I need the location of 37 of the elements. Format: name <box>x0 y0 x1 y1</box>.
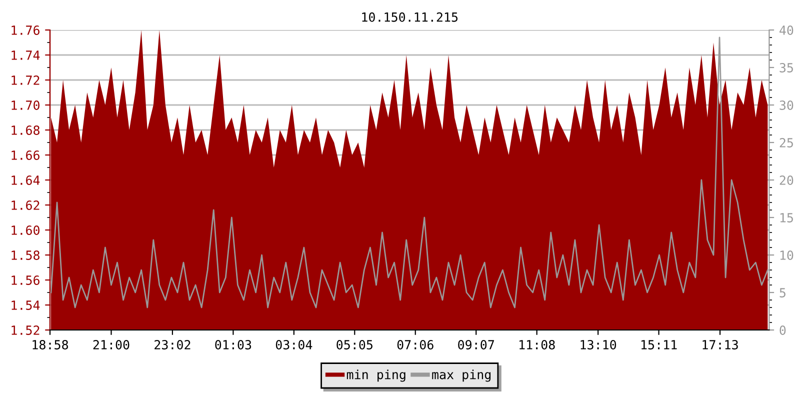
x-tick-label: 23:02 <box>154 340 190 350</box>
x-tick-label: 05:05 <box>336 340 372 350</box>
y-tick-label: 1.52 <box>12 326 40 335</box>
legend-label: max ping <box>432 370 491 382</box>
y2-tick-label: 30 <box>780 100 794 110</box>
y-tick-label: 1.54 <box>12 300 40 310</box>
legend-label: min ping <box>346 370 406 382</box>
x-tick-label: 13:10 <box>580 340 616 350</box>
x-tick-label: 21:00 <box>93 340 130 350</box>
y-tick-label: 1.64 <box>12 176 40 185</box>
y2-tick-label: 25 <box>780 138 793 148</box>
y-tick-label: 1.56 <box>12 276 40 285</box>
x-tick-label: 18:58 <box>32 340 68 350</box>
y-tick-label: 1.66 <box>12 150 40 160</box>
y2-tick-label: 15 <box>780 213 793 222</box>
y2-tick-label: 10 <box>780 250 794 260</box>
chart-title: 10.150.11.215 <box>362 12 458 22</box>
x-tick-label: 17:13 <box>702 340 738 350</box>
x-tick-label: 15:11 <box>641 340 677 350</box>
x-tick-label: 07:06 <box>397 340 434 350</box>
y-tick-label: 1.76 <box>12 26 40 35</box>
y-tick-label: 1.62 <box>12 200 40 210</box>
y-tick-label: 1.72 <box>12 76 40 85</box>
y2-tick-label: 20 <box>780 176 794 185</box>
x-tick-label: 03:04 <box>276 340 312 350</box>
x-tick-label: 01:03 <box>215 340 252 350</box>
y2-tick-label: 40 <box>780 26 794 35</box>
y-tick-label: 1.70 <box>12 100 40 110</box>
x-tick-label: 09:07 <box>458 340 494 350</box>
y-tick-label: 1.58 <box>12 250 40 260</box>
y2-tick-label: 0 <box>780 326 786 335</box>
y-tick-label: 1.60 <box>12 226 40 235</box>
x-tick-label: 11:08 <box>520 340 555 350</box>
y-tick-label: 1.74 <box>12 50 40 60</box>
y2-tick-label: 5 <box>780 288 786 298</box>
y2-tick-label: 35 <box>780 63 793 72</box>
y-tick-label: 1.68 <box>12 126 40 135</box>
